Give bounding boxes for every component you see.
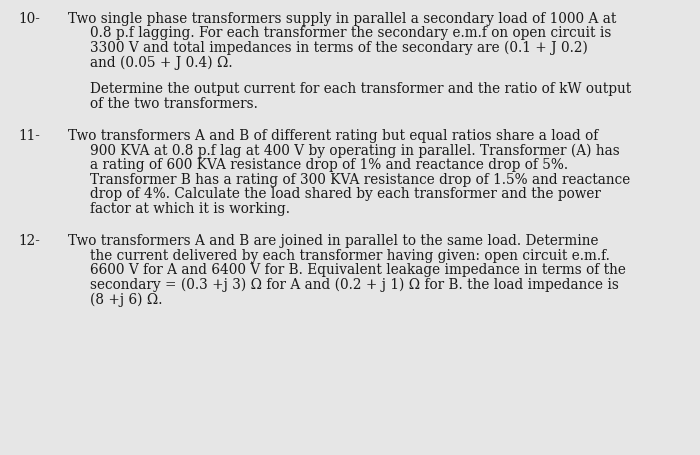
- Text: 10-: 10-: [18, 12, 40, 26]
- Text: Transformer B has a rating of 300 KVA resistance drop of 1.5% and reactance: Transformer B has a rating of 300 KVA re…: [90, 173, 630, 187]
- Text: Two single phase transformers supply in parallel a secondary load of 1000 A at: Two single phase transformers supply in …: [68, 12, 617, 26]
- Text: Two transformers A and B are joined in parallel to the same load. Determine: Two transformers A and B are joined in p…: [68, 234, 598, 248]
- Text: drop of 4%. Calculate the load shared by each transformer and the power: drop of 4%. Calculate the load shared by…: [90, 187, 601, 201]
- Text: the current delivered by each transformer having given: open circuit e.m.f.: the current delivered by each transforme…: [90, 249, 610, 263]
- Text: 12-: 12-: [18, 234, 40, 248]
- Text: 0.8 p.f lagging. For each transformer the secondary e.m.f on open circuit is: 0.8 p.f lagging. For each transformer th…: [90, 26, 611, 40]
- Text: factor at which it is working.: factor at which it is working.: [90, 202, 290, 216]
- Text: secondary = (0.3 +j 3) Ω for A and (0.2 + j 1) Ω for B. the load impedance is: secondary = (0.3 +j 3) Ω for A and (0.2 …: [90, 278, 619, 292]
- Text: and (0.05 + J 0.4) Ω.: and (0.05 + J 0.4) Ω.: [90, 56, 232, 70]
- Text: a rating of 600 KVA resistance drop of 1% and reactance drop of 5%.: a rating of 600 KVA resistance drop of 1…: [90, 158, 568, 172]
- Text: Determine the output current for each transformer and the ratio of kW output: Determine the output current for each tr…: [90, 82, 631, 96]
- Text: 6600 V for A and 6400 V for B. Equivalent leakage impedance in terms of the: 6600 V for A and 6400 V for B. Equivalen…: [90, 263, 626, 278]
- Text: (8 +j 6) Ω.: (8 +j 6) Ω.: [90, 292, 162, 307]
- Text: 900 KVA at 0.8 p.f lag at 400 V by operating in parallel. Transformer (A) has: 900 KVA at 0.8 p.f lag at 400 V by opera…: [90, 144, 620, 158]
- Text: Two transformers A and B of different rating but equal ratios share a load of: Two transformers A and B of different ra…: [68, 129, 598, 143]
- Text: 3300 V and total impedances in terms of the secondary are (0.1 + J 0.2): 3300 V and total impedances in terms of …: [90, 41, 588, 56]
- Text: 11-: 11-: [18, 129, 40, 143]
- Text: of the two transformers.: of the two transformers.: [90, 97, 258, 111]
